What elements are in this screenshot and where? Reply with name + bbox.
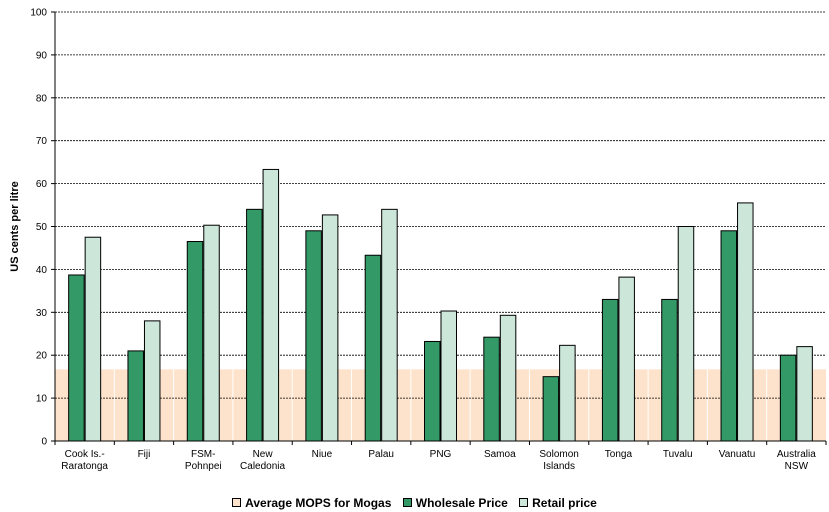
legend-item-retail: Retail price (519, 496, 597, 510)
x-category-label: Niue (312, 449, 333, 460)
bar-wholesale (364, 254, 382, 442)
bar-retail (262, 168, 280, 442)
legend-label-wholesale: Wholesale Price (415, 496, 508, 510)
x-category-label: Caledonia (240, 461, 285, 472)
y-tick-label: 90 (36, 50, 48, 61)
y-tick-label: 100 (30, 8, 47, 19)
y-tick-label: 70 (36, 136, 48, 147)
x-category-label: Australia (777, 449, 816, 460)
y-tick-label: 0 (41, 437, 47, 448)
bar-wholesale (542, 376, 560, 442)
bar-retail (618, 276, 635, 442)
x-category-label: Islands (543, 461, 575, 472)
bar-wholesale (720, 230, 738, 442)
bar-retail (440, 310, 457, 442)
bar-wholesale (424, 340, 441, 442)
x-category-label: Tonga (605, 449, 633, 460)
bar-wholesale (661, 298, 678, 442)
x-category-label: PNG (430, 449, 452, 460)
legend-swatch-wholesale (402, 498, 412, 507)
y-axis-title: US cents per litre (9, 181, 21, 271)
bar-retail (559, 344, 576, 442)
x-category-label: Pohnpei (185, 461, 222, 472)
legend-swatch-mops (232, 498, 242, 507)
y-tick-label: 30 (36, 308, 48, 319)
bar-retail (143, 320, 161, 442)
x-category-label: Tuvalu (663, 449, 693, 460)
bar-wholesale (186, 241, 204, 442)
chart-legend: Average MOPS for Mogas Wholesale Price R… (0, 496, 829, 510)
bar-retail (737, 202, 754, 442)
bar-retail (677, 226, 695, 442)
bar-wholesale (601, 298, 619, 442)
y-tick-label: 60 (36, 179, 48, 190)
x-category-label: Cook Is.- (65, 449, 105, 460)
x-category-label: Fiji (138, 449, 151, 460)
bar-wholesale (779, 354, 797, 442)
legend-swatch-retail (519, 498, 529, 507)
legend-label-retail: Retail price (532, 496, 597, 510)
x-category-label: NSW (785, 461, 809, 472)
y-tick-label: 40 (36, 265, 48, 276)
x-category-label: Solomon (539, 449, 578, 460)
bar-wholesale (246, 208, 263, 442)
bar-wholesale (483, 336, 500, 442)
bar-wholesale (305, 230, 322, 442)
x-category-label: Samoa (484, 449, 516, 460)
bar-retail (203, 224, 220, 442)
legend-item-mops: Average MOPS for Mogas (232, 496, 391, 510)
x-category-label: FSM- (191, 449, 215, 460)
x-category-label: Raratonga (61, 461, 108, 472)
y-tick-label: 50 (36, 222, 48, 233)
bar-wholesale (68, 274, 85, 442)
x-category-label: Palau (368, 449, 394, 460)
bar-wholesale (127, 350, 144, 442)
y-tick-label: 80 (36, 93, 48, 104)
x-category-label: Vanuatu (719, 449, 756, 460)
bar-retail (84, 236, 102, 442)
x-category-label: New (253, 449, 274, 460)
bar-retail (381, 208, 398, 442)
y-tick-label: 10 (36, 394, 48, 405)
legend-label-mops: Average MOPS for Mogas (245, 496, 392, 510)
legend-item-wholesale: Wholesale Price (402, 496, 508, 510)
bar-retail (321, 214, 339, 442)
bar-retail (499, 314, 517, 442)
y-tick-label: 20 (36, 351, 48, 362)
bar-retail (796, 346, 813, 442)
